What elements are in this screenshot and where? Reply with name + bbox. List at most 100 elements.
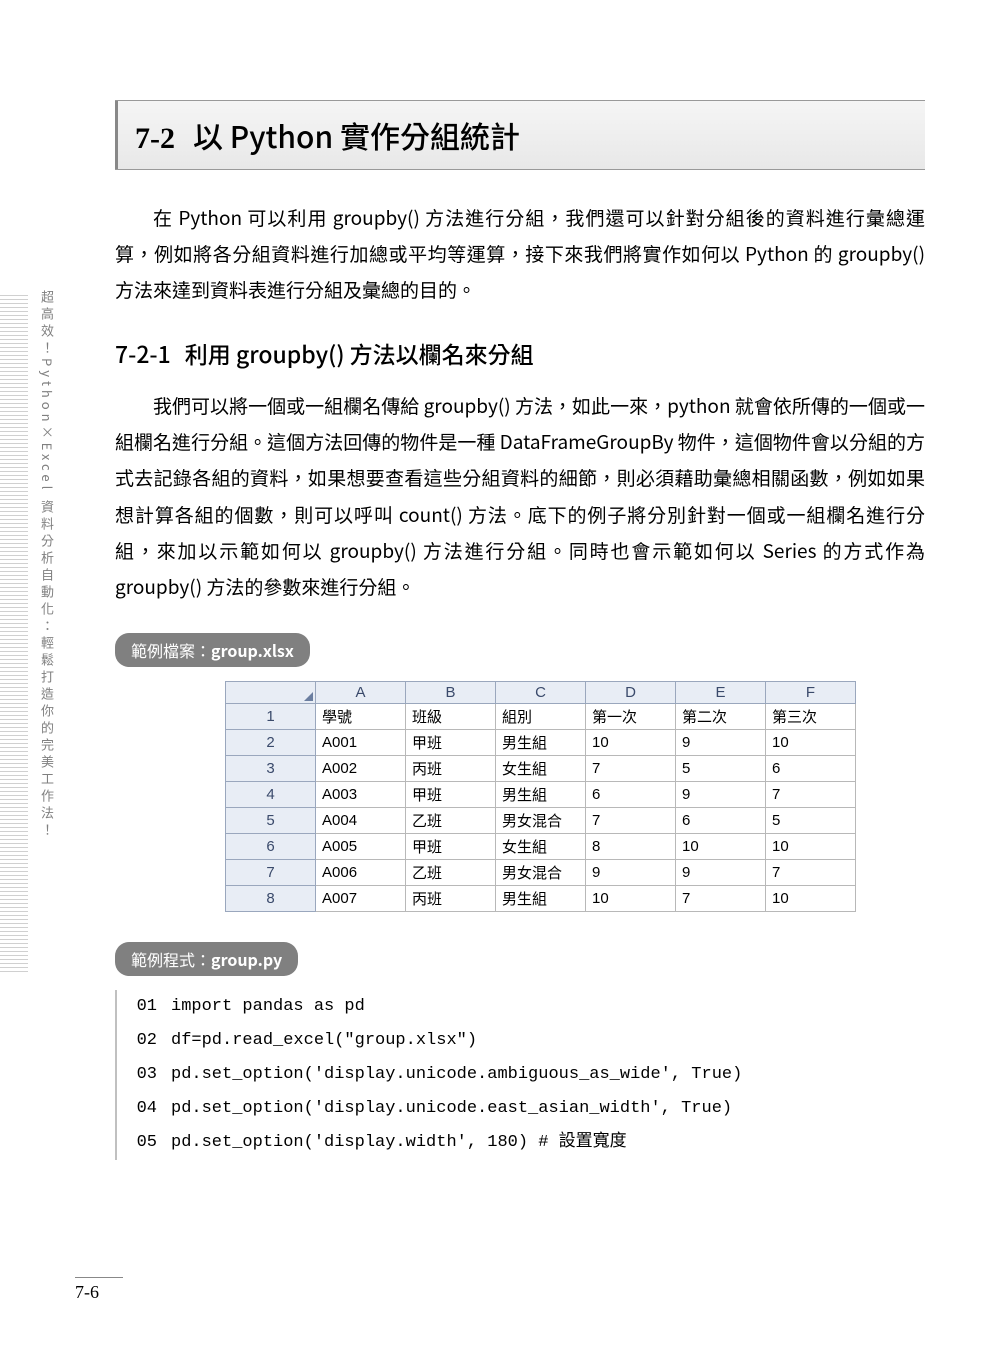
excel-cell: 甲班 (406, 729, 496, 755)
excel-col-header-row: A B C D E F (226, 681, 856, 703)
excel-cell: 男生組 (496, 781, 586, 807)
excel-cell: 6 (766, 755, 856, 781)
excel-row-number: 7 (226, 859, 316, 885)
excel-cell: 5 (766, 807, 856, 833)
excel-table-wrap: A B C D E F 1學號班級組別第一次第二次第三次2A001甲班男生組10… (225, 681, 925, 912)
excel-cell: 6 (676, 807, 766, 833)
code-line-text: pd.set_option('display.unicode.east_asia… (171, 1099, 732, 1118)
excel-cell: A007 (316, 885, 406, 911)
excel-cell: 丙班 (406, 755, 496, 781)
excel-cell: 班級 (406, 703, 496, 729)
code-line-number: 03 (123, 1058, 157, 1092)
excel-row-number: 8 (226, 885, 316, 911)
excel-cell: 10 (586, 729, 676, 755)
excel-cell: 6 (586, 781, 676, 807)
excel-cell: 學號 (316, 703, 406, 729)
excel-cell: 9 (676, 729, 766, 755)
code-line-text: df=pd.read_excel("group.xlsx") (171, 1031, 477, 1050)
excel-col-header: F (766, 681, 856, 703)
excel-cell: 乙班 (406, 859, 496, 885)
excel-cell: 第二次 (676, 703, 766, 729)
table-row: 8A007丙班男生組10710 (226, 885, 856, 911)
pill-label: 範例程式： (131, 947, 211, 971)
code-line-text: pd.set_option('display.width', 180) # 設置… (171, 1133, 627, 1152)
excel-cell: 5 (676, 755, 766, 781)
excel-cell: 10 (586, 885, 676, 911)
excel-cell: 10 (766, 729, 856, 755)
excel-cell: 男生組 (496, 885, 586, 911)
code-line-number: 05 (123, 1126, 157, 1160)
code-block: 01import pandas as pd02df=pd.read_excel(… (115, 990, 925, 1160)
subsection-title: 利用 groupby() 方法以欄名來分組 (185, 336, 534, 370)
page-number: 7-6 (75, 1277, 123, 1303)
table-row: 1學號班級組別第一次第二次第三次 (226, 703, 856, 729)
table-row: 5A004乙班男女混合765 (226, 807, 856, 833)
excel-table: A B C D E F 1學號班級組別第一次第二次第三次2A001甲班男生組10… (225, 681, 856, 912)
example-file-pill: 範例檔案：group.xlsx (115, 633, 310, 667)
excel-col-header: B (406, 681, 496, 703)
code-line-number: 04 (123, 1092, 157, 1126)
excel-cell: 女生組 (496, 755, 586, 781)
excel-cell: 10 (766, 885, 856, 911)
page-content: 7-2 以 Python 實作分組統計 在 Python 可以利用 groupby… (115, 100, 925, 1160)
pill-filename: group.py (211, 947, 282, 971)
excel-corner (226, 681, 316, 703)
excel-cell: 7 (766, 859, 856, 885)
excel-cell: A002 (316, 755, 406, 781)
excel-cell: A005 (316, 833, 406, 859)
code-line-text: pd.set_option('display.unicode.ambiguous… (171, 1065, 742, 1084)
excel-cell: 男女混合 (496, 807, 586, 833)
excel-row-number: 2 (226, 729, 316, 755)
pill-filename: group.xlsx (211, 638, 294, 662)
excel-col-header: C (496, 681, 586, 703)
excel-cell: A004 (316, 807, 406, 833)
excel-cell: 組別 (496, 703, 586, 729)
excel-cell: 7 (676, 885, 766, 911)
section-title: 以 Python 實作分組統計 (193, 113, 520, 157)
excel-cell: A003 (316, 781, 406, 807)
excel-cell: A006 (316, 859, 406, 885)
excel-cell: 第一次 (586, 703, 676, 729)
excel-cell: 丙班 (406, 885, 496, 911)
excel-cell: 10 (766, 833, 856, 859)
code-line: 04 pd.set_option('display.unicode.east_as… (123, 1092, 925, 1126)
excel-cell: 9 (676, 781, 766, 807)
excel-row-number: 3 (226, 755, 316, 781)
section-header: 7-2 以 Python 實作分組統計 (115, 100, 925, 170)
table-row: 7A006乙班男女混合997 (226, 859, 856, 885)
excel-cell: A001 (316, 729, 406, 755)
excel-row-number: 5 (226, 807, 316, 833)
excel-col-header: A (316, 681, 406, 703)
subsection-header: 7-2-1 利用 groupby() 方法以欄名來分組 (115, 336, 925, 370)
excel-cell: 9 (586, 859, 676, 885)
code-line: 01import pandas as pd (123, 990, 925, 1024)
excel-cell: 9 (676, 859, 766, 885)
excel-col-header: E (676, 681, 766, 703)
example-code-pill: 範例程式：group.py (115, 942, 298, 976)
section-number: 7-2 (135, 122, 175, 155)
table-row: 3A002丙班女生組756 (226, 755, 856, 781)
code-line: 05 pd.set_option('display.width', 180) # … (123, 1126, 925, 1160)
excel-row-number: 6 (226, 833, 316, 859)
excel-cell: 第三次 (766, 703, 856, 729)
side-decor-lines (0, 295, 28, 975)
excel-cell: 男女混合 (496, 859, 586, 885)
code-line: 02df=pd.read_excel("group.xlsx") (123, 1024, 925, 1058)
table-row: 2A001甲班男生組10910 (226, 729, 856, 755)
excel-cell: 7 (586, 755, 676, 781)
excel-cell: 乙班 (406, 807, 496, 833)
subsection-paragraph: 我們可以將一個或一組欄名傳給 groupby() 方法，如此一來，python … (115, 388, 925, 605)
excel-col-header: D (586, 681, 676, 703)
excel-cell: 女生組 (496, 833, 586, 859)
table-row: 6A005甲班女生組81010 (226, 833, 856, 859)
table-row: 4A003甲班男生組697 (226, 781, 856, 807)
excel-cell: 男生組 (496, 729, 586, 755)
excel-cell: 甲班 (406, 833, 496, 859)
subsection-number: 7-2-1 (115, 336, 171, 370)
pill-label: 範例檔案： (131, 638, 211, 662)
excel-row-number: 4 (226, 781, 316, 807)
intro-paragraph: 在 Python 可以利用 groupby() 方法進行分組，我們還可以針對分組… (115, 200, 925, 308)
excel-row-number: 1 (226, 703, 316, 729)
code-line-number: 01 (123, 990, 157, 1024)
excel-cell: 7 (766, 781, 856, 807)
